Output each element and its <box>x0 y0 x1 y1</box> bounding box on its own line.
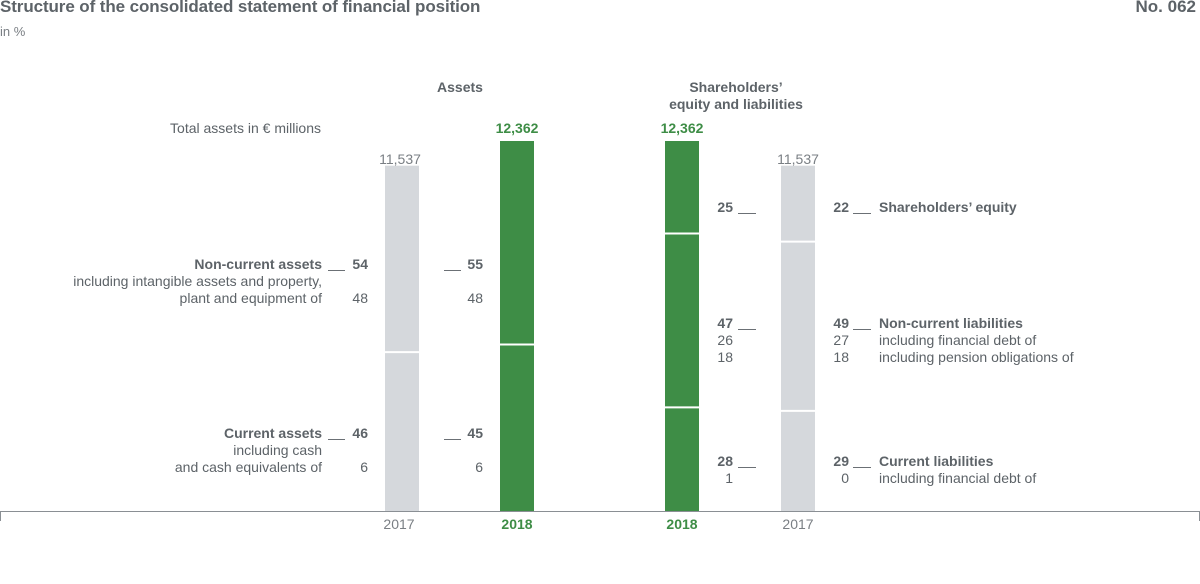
axis-tick-left <box>0 511 1 521</box>
value-l17-eq: 22 <box>833 199 849 215</box>
value-l18-ncl-s1: 26 <box>717 332 733 348</box>
value-a17-nca-sub: 48 <box>352 290 368 306</box>
chart-unit: in % <box>0 24 26 39</box>
leader-line <box>738 213 756 214</box>
leader-line <box>444 270 461 271</box>
leader-line <box>853 213 871 214</box>
value-l17-ncl: 49 <box>833 315 849 331</box>
value-l18-ncl: 47 <box>717 315 733 331</box>
current-assets-label: Current assets <box>223 425 322 441</box>
leader-line <box>853 467 871 468</box>
bar-segment-non-current-assets-2017 <box>385 165 419 353</box>
leader-line <box>853 329 871 330</box>
value-a18-nca: 55 <box>467 256 483 272</box>
nca-sub-line2: plant and equipment of <box>179 290 322 306</box>
equity-header-line2: equity and liabilities <box>669 96 803 112</box>
leader-line <box>328 270 345 271</box>
ncl-sub1-label: including financial debt of <box>879 332 1037 348</box>
total-2018-liabilities: 12,362 <box>660 120 704 136</box>
ncl-sub2-label: including pension obligations of <box>879 349 1074 365</box>
year-label-2017-liabilities: 2017 <box>782 516 814 532</box>
value-l17-cl-s1: 0 <box>841 470 849 486</box>
chart-title: Structure of the consolidated statement … <box>0 0 481 16</box>
year-label-2018-assets: 2018 <box>501 516 533 532</box>
cl-sub1-label: including financial debt of <box>879 470 1037 486</box>
bar-segment-non-current-liabilities-2017 <box>781 241 815 411</box>
leader-line <box>328 439 345 440</box>
current-liabilities-label: Current liabilities <box>879 453 994 469</box>
bar-segment-current-liabilities-2017 <box>781 410 815 511</box>
assets-header: Assets <box>437 79 483 95</box>
shareholders-equity-label: Shareholders’ equity <box>879 199 1017 215</box>
bar-segment-current-assets-2018 <box>500 344 534 511</box>
bar-segment-non-current-assets-2018 <box>500 141 534 345</box>
non-current-assets-label: Non-current assets <box>194 256 322 272</box>
bar-segment-shareholders-equity-2018 <box>665 141 699 234</box>
year-label-2018-liabilities: 2018 <box>666 516 698 532</box>
value-a18-ca: 45 <box>467 425 483 441</box>
value-l18-cl-s1: 1 <box>725 470 733 486</box>
value-l17-cl: 29 <box>833 453 849 469</box>
value-l18-ncl-s2: 18 <box>717 349 733 365</box>
value-l17-ncl-s1: 27 <box>833 332 849 348</box>
ca-sub-line2: and cash equivalents of <box>174 459 322 475</box>
total-2018-assets: 12,362 <box>495 120 539 136</box>
ca-sub-line1: including cash <box>233 442 322 458</box>
value-l18-cl: 28 <box>717 453 733 469</box>
bar-segment-shareholders-equity-2017 <box>781 165 815 242</box>
leader-line <box>738 467 756 468</box>
year-label-2017-assets: 2017 <box>383 516 415 532</box>
non-current-liabilities-label: Non-current liabilities <box>879 315 1023 331</box>
value-l18-eq: 25 <box>717 199 733 215</box>
leader-line <box>738 329 756 330</box>
value-a17-ca: 46 <box>352 425 368 441</box>
value-a18-ca-sub: 6 <box>475 459 483 475</box>
value-a18-nca-sub: 48 <box>467 290 483 306</box>
total-assets-label: Total assets in € millions <box>170 120 321 136</box>
leader-line <box>444 439 461 440</box>
value-a17-nca: 54 <box>352 256 368 272</box>
total-2017-assets: 11,537 <box>379 151 421 167</box>
baseline-axis <box>0 511 1200 512</box>
bar-segment-current-assets-2017 <box>385 352 419 511</box>
figure-number: No. 062 <box>1135 0 1196 16</box>
nca-sub-line1: including intangible assets and property… <box>73 273 322 289</box>
value-l17-ncl-s2: 18 <box>833 349 849 365</box>
bar-segment-current-liabilities-2018 <box>665 407 699 511</box>
value-a17-ca-sub: 6 <box>360 459 368 475</box>
equity-header-line1: Shareholders’ <box>689 79 783 95</box>
total-2017-liabilities: 11,537 <box>777 151 819 167</box>
bar-segment-non-current-liabilities-2018 <box>665 233 699 408</box>
